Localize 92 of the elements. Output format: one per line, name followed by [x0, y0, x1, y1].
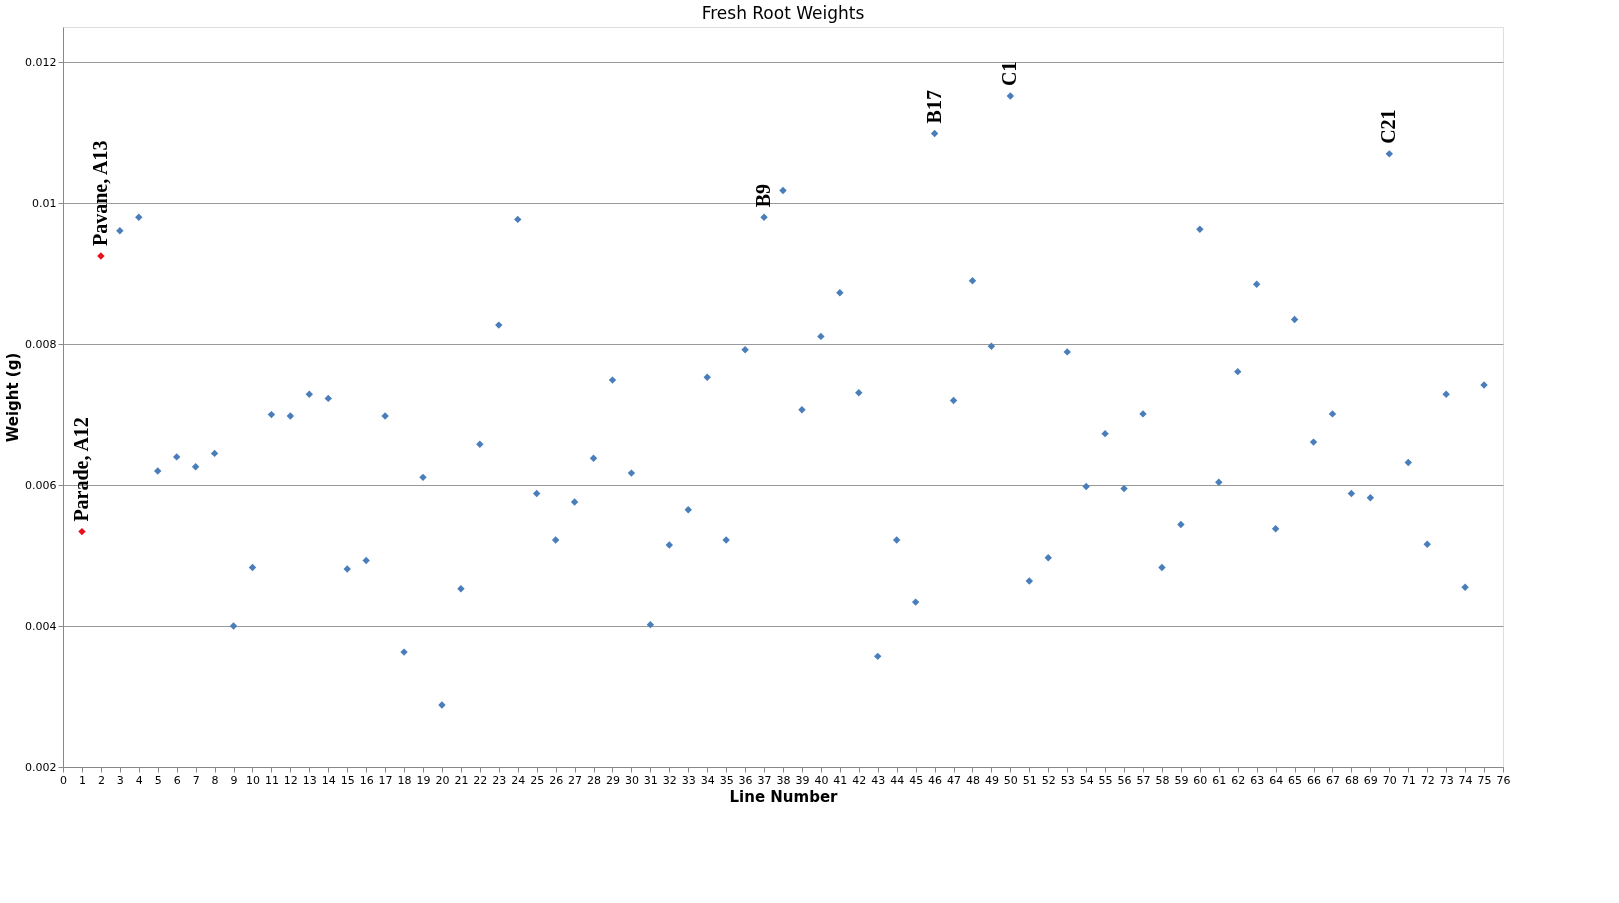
x-tick-label: 54 [1079, 773, 1094, 787]
x-tick-label: 26 [549, 773, 564, 787]
annotation: Parade, A12 [69, 417, 92, 522]
x-tick-label: 53 [1060, 773, 1075, 787]
x-tick-label: 0 [60, 773, 67, 787]
x-tick-label: 5 [154, 773, 162, 787]
x-tick-label: 6 [173, 773, 181, 787]
x-tick-label: 28 [587, 773, 602, 787]
x-tick-label: 41 [833, 773, 848, 787]
x-tick-label: 45 [909, 773, 924, 787]
x-tick-label: 43 [871, 773, 886, 787]
x-tick-label: 31 [643, 773, 658, 787]
x-tick-label: 37 [757, 773, 772, 787]
x-tick-label: 33 [681, 773, 696, 787]
x-tick-label: 74 [1458, 773, 1473, 787]
x-tick-label: 42 [852, 773, 867, 787]
x-tick-label: 7 [192, 773, 200, 787]
x-tick-label: 16 [359, 773, 374, 787]
x-tick-label: 39 [795, 773, 810, 787]
x-tick-label: 59 [1174, 773, 1189, 787]
x-tick-label: 50 [1003, 773, 1018, 787]
x-tick-label: 62 [1231, 773, 1246, 787]
y-tick-label: 0.012 [25, 55, 57, 69]
x-tick-label: 38 [776, 773, 791, 787]
x-axis-title: Line Number [729, 787, 839, 806]
x-tick-label: 75 [1477, 773, 1492, 787]
x-tick-label: 3 [116, 773, 124, 787]
x-tick-label: 34 [700, 773, 715, 787]
x-tick-label: 14 [321, 773, 336, 787]
x-tick-label: 23 [492, 773, 507, 787]
x-tick-label: 48 [965, 773, 980, 787]
x-tick-label: 44 [890, 773, 905, 787]
x-tick-label: 61 [1212, 773, 1227, 787]
x-tick-label: 76 [1496, 773, 1511, 787]
x-tick-label: 63 [1250, 773, 1265, 787]
annotation: C1 [998, 61, 1021, 87]
y-tick-label: 0.008 [25, 337, 57, 351]
x-tick-label: 73 [1439, 773, 1454, 787]
x-tick-label: 69 [1363, 773, 1378, 787]
chart-title: Fresh Root Weights [701, 3, 865, 23]
x-tick-label: 56 [1117, 773, 1132, 787]
x-tick-label: 58 [1155, 773, 1170, 787]
x-tick-label: 20 [435, 773, 450, 787]
x-tick-label: 18 [397, 773, 412, 787]
x-tick-label: 52 [1041, 773, 1056, 787]
annotation: C21 [1377, 109, 1400, 144]
x-tick-label: 46 [928, 773, 943, 787]
x-tick-label: 29 [605, 773, 620, 787]
x-tick-label: 70 [1382, 773, 1397, 787]
x-tick-label: 12 [283, 773, 298, 787]
x-tick-label: 13 [302, 773, 317, 787]
x-tick-label: 40 [814, 773, 829, 787]
x-tick-label: 51 [1022, 773, 1037, 787]
x-tick-label: 65 [1288, 773, 1303, 787]
annotation: B17 [922, 90, 945, 124]
y-axis-title: Weight (g) [4, 352, 23, 443]
x-tick-label: 22 [473, 773, 488, 787]
x-tick-label: 25 [530, 773, 545, 787]
x-tick-label: 32 [662, 773, 677, 787]
x-tick-label: 64 [1269, 773, 1284, 787]
x-tick-label: 1 [78, 773, 86, 787]
x-tick-label: 67 [1325, 773, 1340, 787]
y-tick-label: 0.006 [25, 478, 57, 492]
x-tick-label: 2 [97, 773, 105, 787]
x-tick-label: 47 [947, 773, 962, 787]
x-tick-label: 72 [1420, 773, 1435, 787]
x-tick-label: 10 [245, 773, 260, 787]
y-tick-label: 0.01 [32, 196, 57, 210]
x-tick-label: 49 [984, 773, 999, 787]
x-tick-label: 17 [378, 773, 393, 787]
x-tick-label: 36 [738, 773, 753, 787]
x-tick-label: 55 [1098, 773, 1113, 787]
x-tick-label: 4 [135, 773, 143, 787]
annotation: B9 [752, 183, 775, 208]
x-tick-label: 15 [340, 773, 355, 787]
x-tick-label: 30 [624, 773, 639, 787]
x-tick-label: 19 [416, 773, 431, 787]
x-tick-label: 71 [1401, 773, 1416, 787]
y-tick-label: 0.004 [25, 619, 57, 633]
x-tick-label: 57 [1136, 773, 1151, 787]
x-tick-label: 11 [264, 773, 279, 787]
annotation: Pavane, A13 [88, 140, 111, 247]
x-tick-label: 35 [719, 773, 734, 787]
x-tick-label: 21 [454, 773, 469, 787]
x-tick-label: 9 [230, 773, 238, 787]
x-tick-label: 68 [1344, 773, 1359, 787]
x-tick-label: 60 [1193, 773, 1208, 787]
x-tick-label: 8 [211, 773, 219, 787]
y-tick-label: 0.002 [25, 760, 57, 774]
x-tick-label: 66 [1307, 773, 1322, 787]
x-tick-label: 24 [511, 773, 526, 787]
x-tick-label: 27 [568, 773, 583, 787]
